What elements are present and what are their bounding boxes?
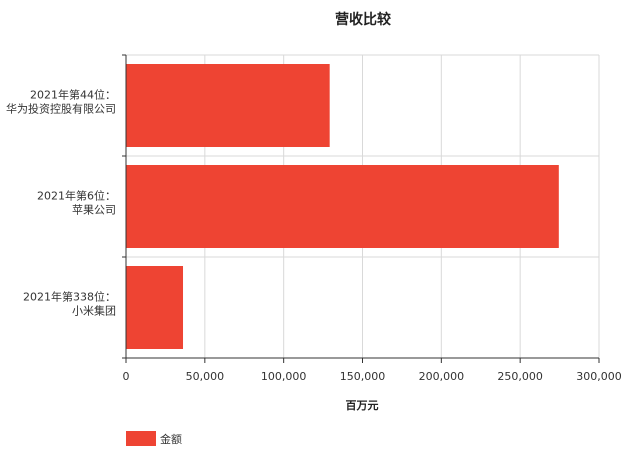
category-label-line: 2021年第6位： — [37, 189, 116, 203]
x-tick-label: 0 — [123, 370, 130, 383]
category-label: 2021年第338位：小米集团 — [23, 290, 116, 318]
chart-title: 营收比较 — [335, 11, 391, 28]
bar[interactable] — [126, 266, 184, 349]
x-tick-label: 150,000 — [340, 370, 386, 383]
legend-swatch — [126, 431, 156, 446]
legend[interactable]: 金额 — [126, 431, 182, 446]
category-label: 2021年第6位：苹果公司 — [37, 189, 116, 217]
bar[interactable] — [126, 64, 330, 147]
category-label-line: 苹果公司 — [72, 203, 116, 217]
category-label-line: 华为投资控股有限公司 — [6, 102, 116, 116]
category-labels: 2021年第44位：华为投资控股有限公司 2021年第6位：苹果公司 2021年第3… — [6, 88, 116, 318]
legend-label: 金额 — [160, 432, 182, 446]
x-tick-label: 200,000 — [419, 370, 465, 383]
category-label-line: 小米集团 — [72, 304, 116, 318]
x-tick-labels: 0 50,000 100,000 150,000 200,000 250,000 300,0… — [123, 370, 622, 383]
category-label-line: 2021年第338位： — [23, 290, 116, 304]
category-label-line: 2021年第44位： — [30, 88, 116, 102]
bar[interactable] — [126, 165, 559, 248]
x-tick-label: 50,000 — [186, 370, 225, 383]
bars — [126, 64, 559, 349]
x-tick-label: 100,000 — [261, 370, 307, 383]
category-label: 2021年第44位：华为投资控股有限公司 — [6, 88, 116, 116]
axes — [122, 54, 600, 363]
x-tick-label: 250,000 — [497, 370, 543, 383]
x-axis-label: 百万元 — [346, 399, 379, 412]
x-tick-label: 300,000 — [576, 370, 622, 383]
